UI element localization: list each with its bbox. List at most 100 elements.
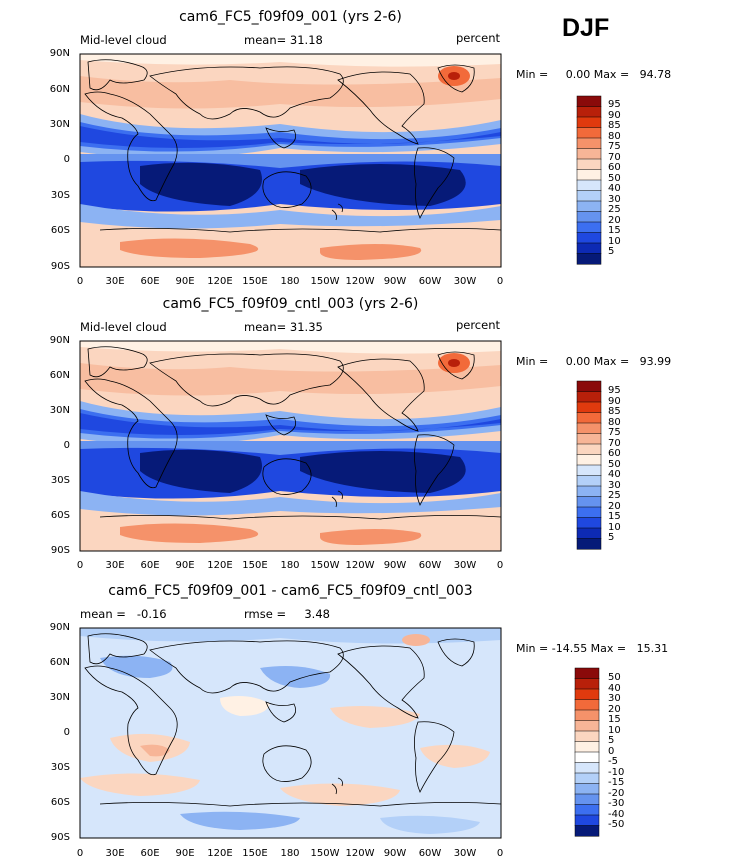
panel-2-lon-label: 180 (280, 560, 300, 571)
panel-3-map (79, 627, 502, 839)
panel-1-lon-label: 30W (453, 276, 477, 287)
panel-1-colorbar-label: 90 (608, 110, 621, 121)
colorbar-swatch (576, 253, 602, 265)
panel-2-lat-label: 30S (50, 475, 70, 486)
panel-3-lat-label: 30N (49, 692, 70, 703)
colorbar-swatch (576, 496, 602, 508)
panel-2-variable-label: Mid-level cloud (80, 320, 167, 334)
panel-2-map (79, 340, 502, 552)
panel-3-lat-label: 90N (49, 622, 70, 633)
panel-1-colorbar-label: 80 (608, 131, 621, 142)
panel-1-lon-label: 180 (280, 276, 300, 287)
panel-3-lon-label: 180 (280, 848, 300, 859)
panel-1-lon-label: 90W (383, 276, 407, 287)
panel-3-lon-label: 0 (76, 848, 84, 859)
colorbar-swatch (576, 200, 602, 213)
panel-1-lon-label: 30E (105, 276, 125, 287)
colorbar-swatch (576, 232, 602, 244)
panel-3-lat-label: 60S (50, 797, 70, 808)
panel-1-lon-label: 60E (140, 276, 160, 287)
panel-1-colorbar-label: 85 (608, 120, 621, 131)
panel-1-units-label: percent (455, 31, 500, 45)
panel-2-colorbar-label: 25 (608, 490, 621, 501)
panel-1-title: cam6_FC5_f09f09_001 (yrs 2-6) (179, 9, 402, 25)
panel-3-title: cam6_FC5_f09f09_001 - cam6_FC5_f09f09_cn… (108, 583, 473, 599)
panel-3-lon-label: 120E (207, 848, 233, 859)
panel-1-colorbar-label: 50 (608, 173, 621, 184)
panel-2-min-max: Min = 0.00 Max = 93.99 (516, 355, 672, 368)
panel-2-lon-label: 120W (345, 560, 375, 571)
panel-1-lon-label: 150W (310, 276, 340, 287)
panel-1-lat-label: 0 (63, 154, 70, 165)
panel-2-lat-label: 90S (50, 545, 70, 556)
panel-3-lon-label: 60E (140, 848, 160, 859)
panel-3-colorbar-label: -5 (608, 756, 618, 767)
panel-1-min-max: Min = 0.00 Max = 94.78 (516, 68, 672, 81)
panel-1-colorbar-label: 75 (608, 141, 621, 152)
panel-1-colorbar-label: 10 (608, 236, 621, 247)
panel-3-lon-label: 30W (453, 848, 477, 859)
colorbar-swatch (576, 412, 602, 424)
colorbar-swatch (574, 804, 600, 816)
panel-2-colorbar-label: 85 (608, 406, 621, 417)
panel-3-colorbar-label: 10 (608, 725, 621, 736)
colorbar-swatch (574, 793, 600, 806)
colorbar-swatch (576, 475, 602, 487)
panel-2-colorbar-label: 80 (608, 417, 621, 428)
colorbar-swatch (576, 485, 602, 498)
panel-1-lon-label: 0 (496, 276, 504, 287)
panel-2-title: cam6_FC5_f09f09_cntl_003 (yrs 2-6) (162, 296, 419, 312)
season-label: DJF (562, 14, 610, 42)
panel-1-colorbar-label: 20 (608, 215, 621, 226)
colorbar-swatch (576, 506, 602, 519)
panel-1-variable-label: Mid-level cloud (80, 33, 167, 47)
colorbar-swatch (574, 678, 600, 690)
colorbar-swatch (576, 433, 602, 445)
panel-2-mean-label: mean= 31.35 (244, 320, 323, 334)
panel-3-colorbar-label: 50 (608, 672, 621, 683)
panel-2-colorbar (576, 380, 602, 550)
colorbar-swatch (576, 517, 602, 529)
panel-2-lon-label: 0 (76, 560, 84, 571)
panel-1-colorbar-label: 40 (608, 183, 621, 194)
panel-2-lon-label: 30E (105, 560, 125, 571)
colorbar-swatch (576, 443, 602, 456)
colorbar-swatch (574, 699, 600, 711)
colorbar-swatch (576, 137, 602, 150)
panel-1-colorbar-label: 30 (608, 194, 621, 205)
panel-3-lat-label: 0 (63, 727, 70, 738)
panel-3-colorbar-label: -20 (608, 788, 625, 799)
panel-3-lon-label: 90E (175, 848, 195, 859)
panel-2-colorbar-label: 60 (608, 448, 621, 459)
colorbar-swatch (576, 454, 602, 466)
panel-2-colorbar-label: 15 (608, 511, 621, 522)
colorbar-swatch (574, 751, 600, 764)
panel-3-min-max: Min = -14.55 Max = 15.31 (516, 642, 669, 655)
panel-2-lon-label: 120E (207, 560, 233, 571)
panel-1-colorbar-label: 25 (608, 204, 621, 215)
panel-3-colorbar-label: -30 (608, 798, 625, 809)
panel-2-lon-label: 60E (140, 560, 160, 571)
panel-3-colorbar-label: -50 (608, 819, 625, 830)
colorbar-swatch (574, 730, 600, 743)
panel-2-lon-label: 90E (175, 560, 195, 571)
panel-1-colorbar (576, 95, 602, 265)
panel-1-colorbar-label: 95 (608, 99, 621, 110)
panel-2-lon-label: 90W (383, 560, 407, 571)
panel-3-colorbar-label: 40 (608, 683, 621, 694)
panel-3-colorbar-label: -15 (608, 777, 625, 788)
panel-3-lon-label: 90W (383, 848, 407, 859)
panel-3-lat-label: 90S (50, 832, 70, 843)
colorbar-swatch (576, 158, 602, 171)
panel-2-lon-label: 150W (310, 560, 340, 571)
colorbar-swatch (574, 709, 600, 722)
panel-3-lat-label: 60N (49, 657, 70, 668)
colorbar-swatch (574, 825, 600, 837)
colorbar-swatch (576, 127, 602, 139)
panel-1-lat-label: 30N (49, 119, 70, 130)
colorbar-swatch (574, 741, 600, 753)
colorbar-swatch (574, 783, 600, 795)
panel-3-colorbar-label: 15 (608, 714, 621, 725)
colorbar-swatch (576, 242, 602, 255)
colorbar-swatch (576, 116, 602, 129)
